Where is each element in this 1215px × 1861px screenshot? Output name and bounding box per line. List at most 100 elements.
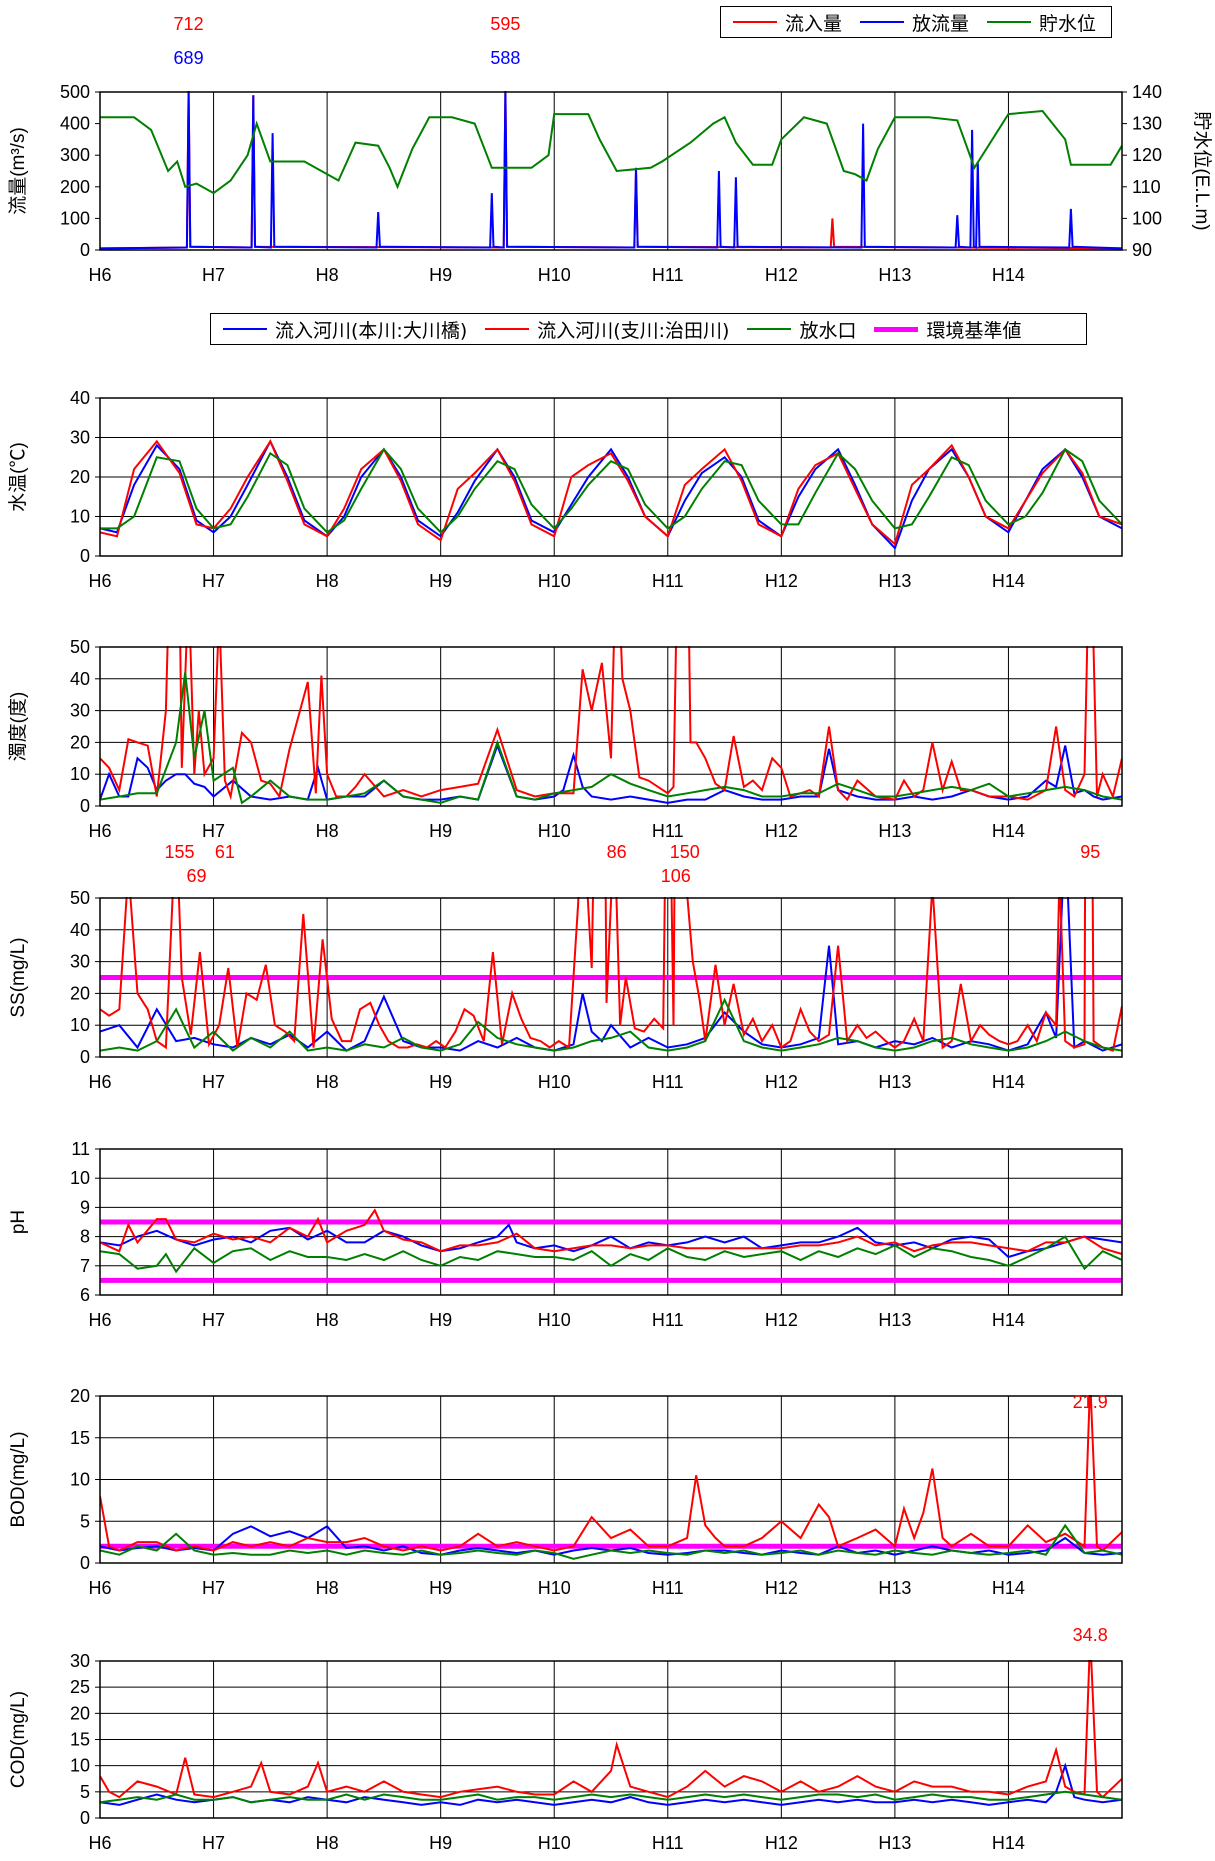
legend-swatch: [747, 328, 792, 330]
data-label: 95: [1080, 842, 1100, 862]
legend-swatch: [485, 328, 530, 330]
data-label: 54: [922, 0, 942, 4]
chart-panel: 0 10 20 30 40 H6 H7 H8 H9 H10 H11 H12 H13 H14 水温(℃): [7, 388, 1123, 591]
legend-swatch: [860, 21, 905, 23]
x-tick-label: H14: [992, 1833, 1025, 1853]
x-tick-label: H10: [538, 1833, 571, 1853]
x-tick-label: H13: [878, 821, 911, 841]
series-line: [100, 742, 1122, 804]
y-tick-label: 25: [70, 1677, 90, 1697]
x-tick-label: H13: [878, 1578, 911, 1598]
x-tick-label: H12: [765, 571, 798, 591]
chart-panel: 0 10 20 30 40 50 H6 H7 H8 H9 H10 H11 H12 H13 H14 SS(mg/…: [8, 0, 1123, 1092]
legend-item: 流入河川(本川:大川橋): [223, 316, 467, 343]
legend-label: 環境基準値: [926, 319, 1022, 342]
x-tick-label: H8: [316, 571, 339, 591]
legend-flow: 流入量 放流量 貯水位: [720, 6, 1112, 38]
y-axis-label: 流量(m³/s): [7, 127, 29, 215]
legend-label: 貯水位: [1039, 12, 1097, 35]
x-tick-label: H8: [316, 1310, 339, 1330]
y-tick-label: 300: [60, 145, 90, 165]
series-group: [100, 1208, 1122, 1274]
x-tick-label: H7: [202, 821, 225, 841]
x-tick-label: H14: [992, 821, 1025, 841]
legend-water-quality: 流入河川(本川:大川橋) 流入河川(支川:治田川) 放水口 環境基準値: [210, 313, 1087, 345]
x-tick-label: H14: [992, 265, 1025, 285]
series-line: [100, 447, 1122, 534]
y-tick-label: 15: [70, 1428, 90, 1448]
y-axis-label: SS(mg/L): [8, 937, 29, 1017]
y-tick-label: 200: [60, 177, 90, 197]
x-tick-label: H14: [992, 1310, 1025, 1330]
x-tick-label: H8: [316, 821, 339, 841]
y-tick-label: 0: [80, 1047, 90, 1067]
x-tick-label: H11: [652, 1833, 684, 1853]
x-tick-label: H6: [88, 1833, 111, 1853]
data-label: 150: [670, 842, 700, 862]
data-label: 71: [1050, 0, 1070, 4]
x-tick-label: H12: [765, 1833, 798, 1853]
data-label: 79: [576, 0, 596, 4]
y-tick-label: 10: [70, 1470, 90, 1490]
x-tick-label: H10: [538, 821, 571, 841]
y-tick-label: 0: [80, 546, 90, 566]
x-tick-label: H11: [652, 1310, 684, 1330]
x-tick-label: H9: [429, 1833, 452, 1853]
series-line: [100, 1762, 1122, 1806]
y2-tick-label: 130: [1132, 114, 1162, 134]
y-tick-label: 400: [60, 114, 90, 134]
data-label: 689: [174, 48, 204, 68]
y-tick-label: 0: [80, 1553, 90, 1573]
legend-swatch: [733, 21, 777, 23]
y-tick-label: 500: [60, 82, 90, 102]
x-tick-label: H9: [429, 1578, 452, 1598]
y-tick-label: 40: [70, 920, 90, 940]
y-tick-label: 20: [70, 467, 90, 487]
x-tick-label: H11: [652, 265, 684, 285]
y-tick-label: 0: [80, 1808, 90, 1828]
series-line: [100, 1395, 1122, 1552]
x-tick-label: H7: [202, 1578, 225, 1598]
data-label: 69: [187, 866, 207, 886]
data-label: 712: [174, 14, 204, 34]
series-line: [100, 1208, 1122, 1256]
data-label: 294: [1073, 0, 1103, 4]
series-line: [100, 1223, 1122, 1259]
data-label: 60: [683, 0, 703, 4]
x-tick-label: H13: [878, 265, 911, 285]
data-label: 86: [607, 842, 627, 862]
x-tick-label: H8: [316, 1578, 339, 1598]
y-tick-label: 0: [80, 240, 90, 260]
x-tick-label: H10: [538, 1072, 571, 1092]
y-tick-label: 20: [70, 732, 90, 752]
plot-frame: [99, 646, 1123, 807]
y-tick-label: 20: [70, 1703, 90, 1723]
series-group: [100, 646, 1122, 805]
data-label: 588: [490, 48, 520, 68]
y-tick-label: 10: [70, 764, 90, 784]
x-tick-label: H11: [652, 1578, 684, 1598]
y-tick-label: 40: [70, 388, 90, 408]
x-tick-label: H10: [538, 571, 571, 591]
data-label: 595: [490, 14, 520, 34]
legend-label: 放水口: [799, 319, 857, 342]
y-tick-label: 40: [70, 669, 90, 689]
legend-swatch: [223, 328, 267, 330]
legend-item: 貯水位: [987, 9, 1096, 36]
x-tick-label: H9: [429, 1310, 452, 1330]
x-tick-label: H12: [765, 1072, 798, 1092]
data-label: 59: [118, 0, 138, 4]
y-tick-label: 10: [70, 1168, 90, 1188]
y-tick-label: 20: [70, 983, 90, 1003]
x-tick-label: H14: [992, 571, 1025, 591]
x-tick-label: H9: [429, 821, 452, 841]
y2-tick-label: 120: [1132, 145, 1162, 165]
series-line: [100, 91, 1122, 250]
x-tick-label: H13: [878, 1833, 911, 1853]
y-tick-label: 50: [70, 637, 90, 657]
x-tick-label: H9: [429, 571, 452, 591]
data-label: 61: [215, 842, 235, 862]
x-tick-label: H9: [429, 1072, 452, 1092]
legend-swatch: [987, 21, 1032, 23]
y-tick-label: 8: [80, 1227, 90, 1247]
